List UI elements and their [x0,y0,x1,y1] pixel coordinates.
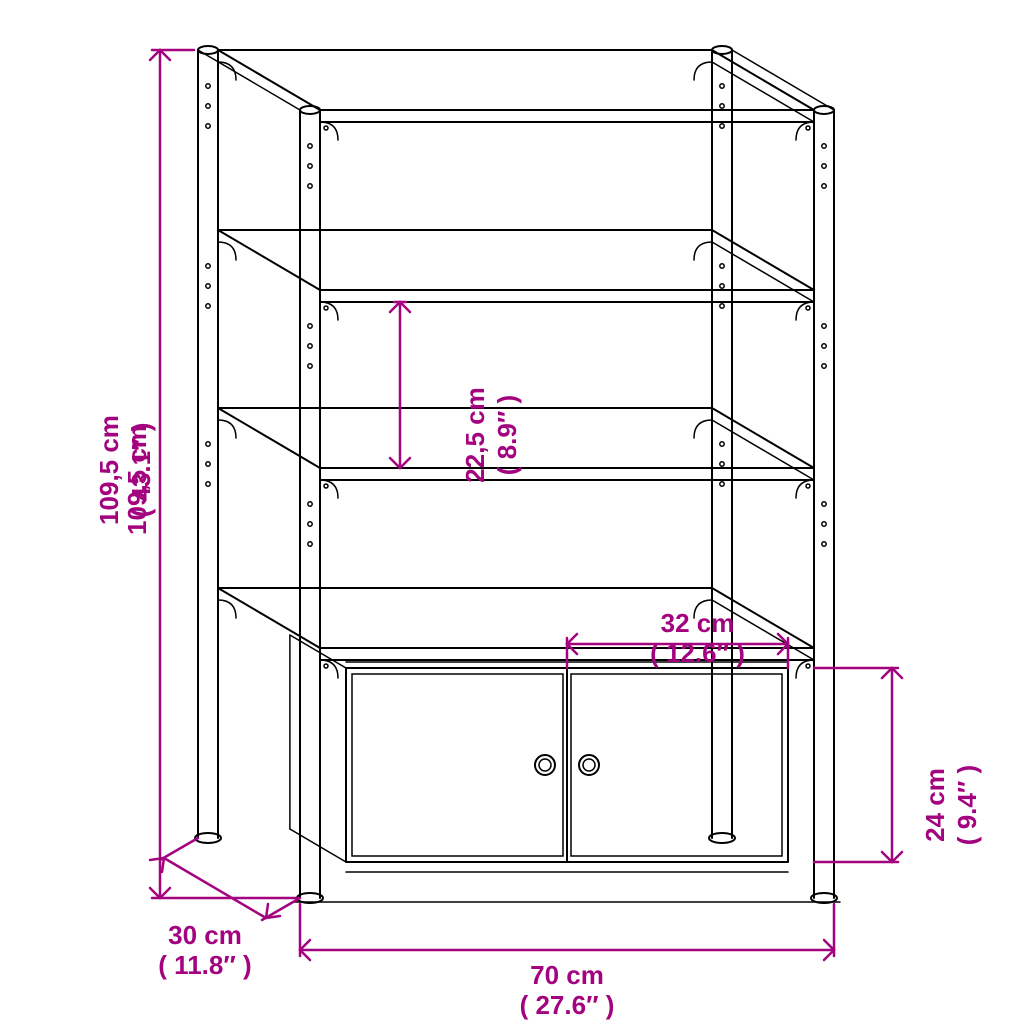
dim-depth-cm: 30 cm [168,920,242,950]
dim-width-cm: 70 cm [530,960,604,990]
dimension-annotations: 109,5 cm109,5 cm( 43.1″ )22,5 cm( 8.9″ )… [94,50,982,1020]
dim-shelf-gap-cm: 22,5 cm [460,387,490,482]
dim-width-in: ( 27.6″ ) [520,990,615,1020]
dim-height-in: ( 43.1″ ) [126,423,156,518]
dim-door-height-cm: 24 cm [920,768,950,842]
dim-door-width-in: ( 12.6″ ) [650,638,745,668]
dim-depth-in: ( 11.8″ ) [158,950,251,980]
dim-door-width-cm: 32 cm [661,608,735,638]
dim-door-height-in: ( 9.4″ ) [952,765,982,845]
dim-height-cm: 109,5 cm [94,415,124,525]
dim-shelf-gap-in: ( 8.9″ ) [492,395,522,475]
